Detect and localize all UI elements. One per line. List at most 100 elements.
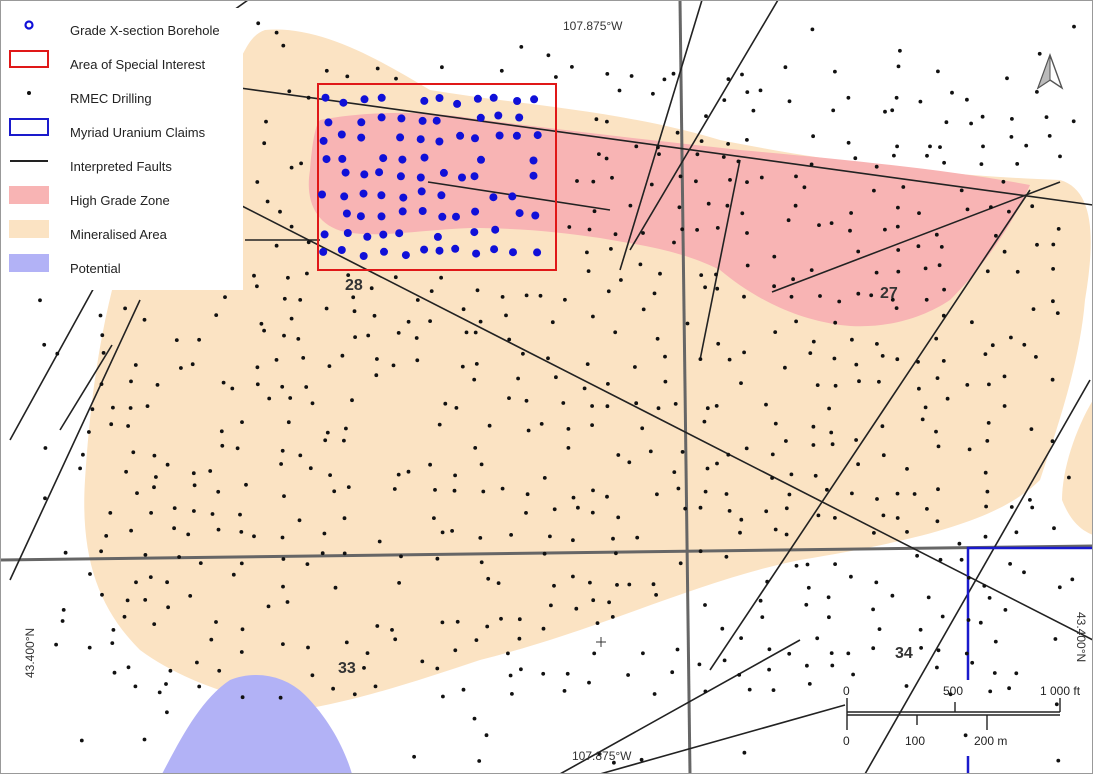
drill-hole-dot	[919, 646, 923, 650]
drill-hole-dot	[88, 572, 92, 576]
drill-hole-dot	[287, 89, 292, 94]
drill-hole-dot	[1008, 562, 1012, 566]
drill-hole-dot	[651, 91, 655, 96]
borehole-marker	[420, 153, 429, 162]
drill-hole-dot	[928, 144, 932, 149]
drill-hole-dot	[854, 362, 859, 367]
drill-hole-dot	[1003, 608, 1008, 612]
drill-hole-dot	[651, 582, 656, 587]
drill-hole-dot	[805, 663, 809, 668]
drill-hole-dot	[586, 269, 591, 273]
drill-hole-dot	[504, 313, 508, 318]
drill-hole-dot	[895, 224, 900, 229]
drill-hole-dot	[542, 476, 547, 480]
drill-hole-dot	[238, 512, 242, 517]
drill-hole-dot	[542, 551, 547, 556]
drill-hole-dot	[715, 461, 719, 466]
drill-hole-dot	[605, 72, 610, 76]
drill-hole-dot	[304, 385, 309, 389]
drill-hole-dot	[857, 379, 861, 384]
borehole-marker	[508, 192, 517, 201]
borehole-marker	[418, 116, 427, 125]
drill-hole-dot	[656, 145, 660, 150]
drill-hole-dot	[142, 317, 147, 322]
drill-hole-dot	[714, 272, 718, 277]
drill-hole-dot	[500, 486, 505, 491]
drill-hole-dot	[965, 97, 969, 102]
drill-hole-dot	[942, 160, 946, 165]
drill-hole-dot	[98, 313, 103, 318]
drill-hole-dot	[872, 531, 876, 535]
drill-hole-dot	[412, 754, 416, 759]
drill-hole-dot	[813, 473, 818, 478]
drill-hole-dot	[875, 342, 879, 346]
drill-hole-dot	[715, 226, 720, 230]
borehole-marker	[515, 113, 524, 122]
scale-ft-1000: 1 000 ft	[1040, 684, 1081, 698]
drill-hole-dot	[628, 203, 633, 208]
drill-hole-dot	[439, 275, 443, 280]
borehole-marker	[396, 133, 405, 142]
drill-hole-dot	[849, 574, 853, 579]
drill-hole-dot	[524, 398, 529, 403]
drill-hole-dot	[815, 636, 820, 641]
drill-hole-dot	[901, 185, 906, 189]
drill-hole-dot	[985, 489, 990, 494]
drill-hole-dot	[871, 646, 876, 651]
drill-hole-dot	[507, 396, 511, 400]
drill-hole-dot	[266, 604, 271, 609]
drill-hole-dot	[122, 614, 127, 619]
drill-hole-dot	[772, 254, 777, 259]
blue-ring-icon	[24, 20, 34, 30]
drill-hole-dot	[565, 671, 570, 676]
drill-hole-dot	[1058, 154, 1062, 159]
scale-m-0: 0	[843, 734, 850, 748]
drill-hole-dot	[306, 95, 311, 100]
borehole-marker	[452, 212, 460, 221]
drill-hole-dot	[485, 624, 490, 629]
drill-hole-dot	[256, 21, 261, 26]
drill-hole-dot	[896, 248, 901, 252]
red-box-icon	[9, 50, 49, 68]
drill-hole-dot	[296, 337, 301, 341]
drill-hole-dot	[352, 692, 357, 697]
drill-hole-dot	[346, 485, 351, 489]
drill-hole-dot	[1044, 115, 1049, 119]
drill-hole-dot	[850, 491, 854, 496]
drill-hole-dot	[938, 557, 943, 562]
drill-hole-dot	[988, 689, 993, 694]
drill-hole-dot	[740, 72, 744, 77]
drill-hole-dot	[198, 561, 203, 565]
drill-hole-dot	[524, 293, 529, 298]
drill-hole-dot	[760, 615, 765, 619]
drill-hole-dot	[963, 733, 968, 738]
legend-label: Potential	[70, 261, 121, 276]
drill-hole-dot	[566, 446, 571, 450]
drill-hole-dot	[948, 692, 953, 697]
borehole-marker	[319, 247, 328, 256]
drill-hole-dot	[1052, 526, 1056, 531]
drill-hole-dot	[208, 469, 213, 473]
drill-hole-dot	[441, 694, 445, 699]
drill-hole-dot	[944, 120, 949, 125]
drill-hole-dot	[340, 353, 345, 358]
borehole-marker	[513, 97, 522, 105]
drill-hole-dot	[985, 439, 990, 443]
drill-hole-dot	[745, 231, 749, 235]
drill-hole-dot	[331, 686, 335, 691]
drill-hole-dot	[1009, 135, 1014, 139]
drill-hole-dot	[145, 404, 150, 408]
drill-hole-dot	[369, 286, 374, 291]
drill-hole-dot	[1030, 505, 1035, 510]
drill-hole-dot	[143, 553, 148, 557]
borehole-marker	[379, 230, 388, 239]
drill-hole-dot	[197, 337, 202, 342]
drill-hole-dot	[496, 581, 501, 585]
drill-hole-dot	[486, 576, 491, 581]
drill-hole-dot	[324, 68, 329, 73]
tan-fill-icon	[9, 220, 49, 238]
drill-hole-dot	[350, 398, 354, 403]
legend-label: High Grade Zone	[70, 193, 170, 208]
legend-label: RMEC Drilling	[70, 91, 152, 106]
